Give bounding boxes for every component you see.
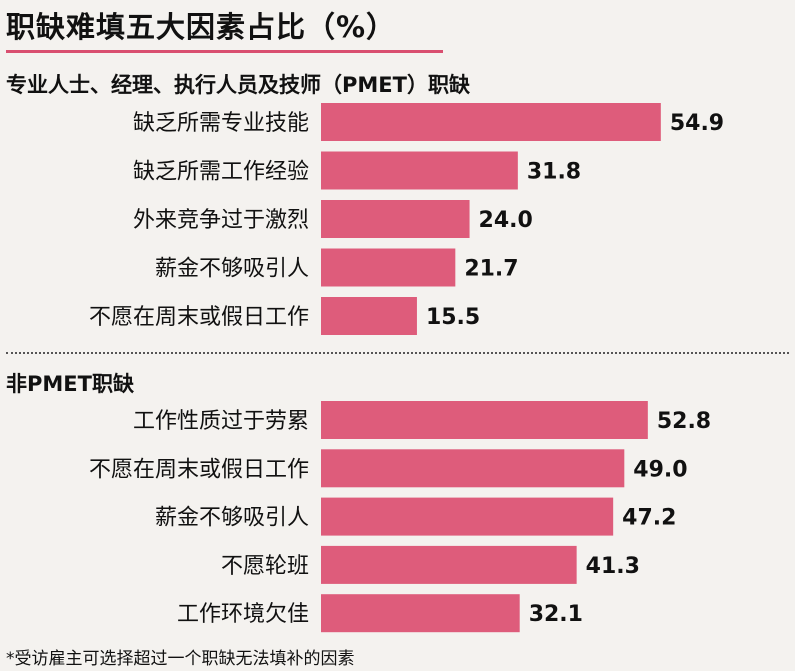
section-divider (6, 352, 789, 354)
bar (321, 200, 470, 238)
bar (321, 449, 625, 488)
value-label: 21.7 (464, 257, 518, 282)
bar (321, 497, 614, 536)
value-label: 41.3 (586, 554, 640, 579)
value-label: 24.0 (479, 208, 533, 233)
bar (321, 297, 417, 335)
category-label: 外来竞争过于激烈 (133, 208, 309, 233)
category-label: 不愿轮班 (221, 554, 309, 579)
bar (321, 594, 520, 633)
category-label: 不愿在周末或假日工作 (89, 305, 309, 330)
bar (321, 103, 661, 141)
value-label: 49.0 (633, 457, 687, 482)
value-label: 15.5 (426, 305, 480, 330)
category-label: 工作环境欠佳 (177, 602, 309, 627)
bar (321, 151, 518, 190)
title-underline (6, 50, 443, 53)
bar (321, 248, 456, 287)
value-label: 52.8 (657, 409, 711, 434)
category-label: 薪金不够吸引人 (155, 506, 309, 531)
category-label: 缺乏所需专业技能 (133, 111, 309, 136)
category-label: 薪金不够吸引人 (155, 257, 309, 282)
value-label: 47.2 (622, 506, 676, 531)
bar (321, 545, 577, 584)
value-label: 31.8 (527, 160, 581, 185)
section-title-non-pmet: 非PMET职缺 (6, 372, 134, 396)
bar (321, 401, 648, 439)
category-label: 工作性质过于劳累 (133, 409, 309, 434)
section-title-pmet: 专业人士、经理、执行人员及技师（PMET）职缺 (6, 73, 470, 97)
footnote: *受访雇主可选择超过一个职缺无法填补的因素 (6, 649, 355, 669)
chart-title: 职缺难填五大因素占比（%） (6, 10, 397, 44)
category-label: 不愿在周末或假日工作 (89, 457, 309, 482)
value-label: 54.9 (670, 111, 724, 136)
value-label: 32.1 (529, 602, 583, 627)
category-label: 缺乏所需工作经验 (133, 160, 309, 185)
